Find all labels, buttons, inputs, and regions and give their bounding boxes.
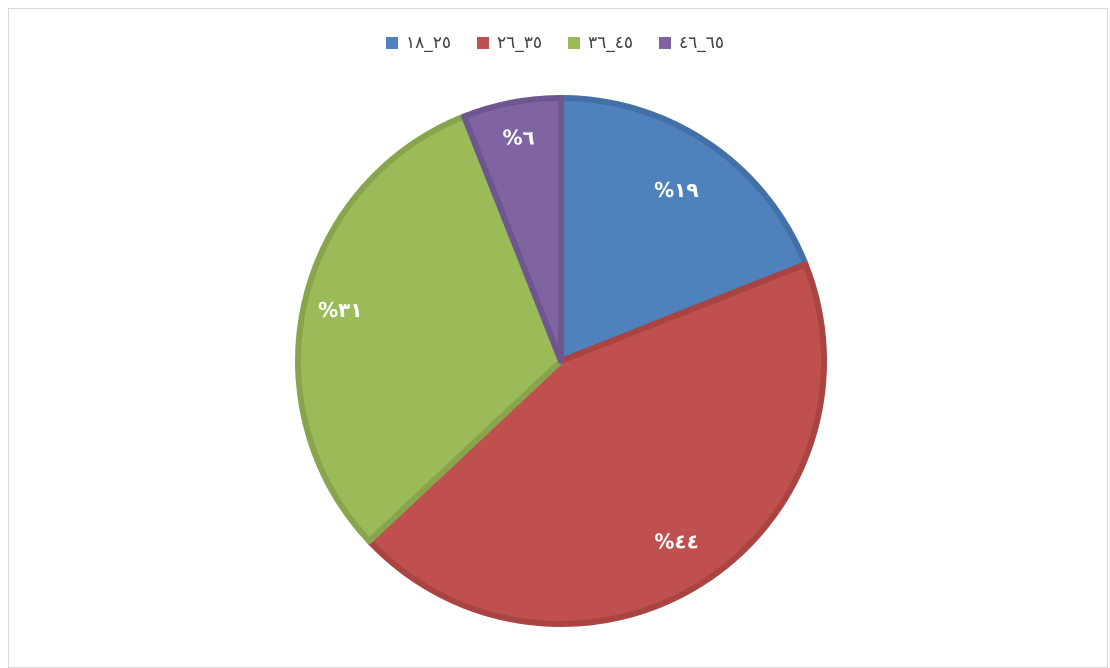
pie-slice-46-65	[461, 95, 564, 364]
legend-label-36-45: ٤٥_٣٦	[588, 33, 634, 53]
chart-legend: ٢٥_١٨ ٣٥_٢٦ ٤٥_٣٦ ٦٥_٤٦	[0, 33, 1110, 53]
legend-swatch-18-25	[385, 37, 398, 49]
legend-item-26-35: ٣٥_٢٦	[476, 33, 542, 53]
legend-label-26-35: ٣٥_٢٦	[496, 33, 542, 53]
data-label-26-35: %٤٤	[654, 530, 698, 554]
legend-label-46-65: ٦٥_٤٦	[679, 33, 725, 53]
pie-slice-26-35	[366, 261, 827, 628]
legend-item-46-65: ٦٥_٤٦	[659, 33, 724, 53]
legend-swatch-36-45	[568, 37, 580, 49]
legend-swatch-46-65	[659, 37, 672, 49]
pie-chart: %١٩ %٤٤ %٣١ %٦	[295, 95, 827, 628]
data-label-46-65: %٦	[502, 125, 534, 149]
legend-item-36-45: ٤٥_٣٦	[568, 33, 633, 53]
pie-data-labels: %١٩ %٤٤ %٣١ %٦	[318, 125, 699, 553]
legend-label-18-25: ٢٥_١٨	[405, 33, 451, 53]
legend-item-18-25: ٢٥_١٨	[385, 33, 451, 53]
pie-slice-18-25	[558, 95, 809, 364]
pie-slices	[295, 95, 827, 628]
pie-slice-36-45	[295, 113, 564, 545]
data-label-36-45: %٣١	[318, 298, 362, 322]
legend-swatch-26-35	[476, 37, 489, 49]
data-label-18-25: %١٩	[654, 178, 698, 202]
